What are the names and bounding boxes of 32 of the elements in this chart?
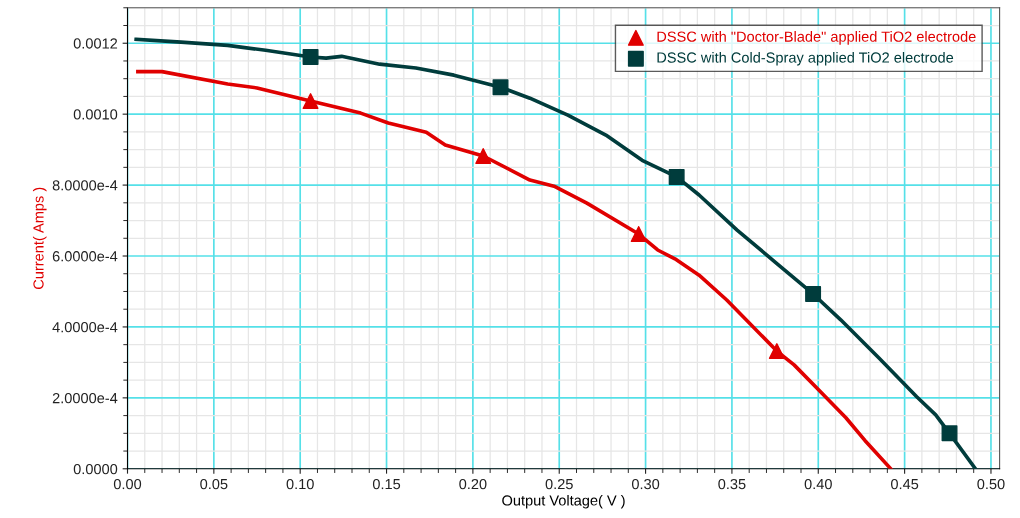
- x-tick-label: 0.40: [804, 478, 832, 490]
- legend-label: DSSC with Cold-Spray applied TiO2 electrode: [657, 51, 954, 66]
- x-tick-label: 0.20: [459, 478, 487, 490]
- y-tick-label: 0.0000: [73, 463, 118, 475]
- legend-label: DSSC with "Doctor-Blade" applied TiO2 electrode: [657, 31, 976, 45]
- x-tick-label: 0.35: [718, 478, 746, 490]
- x-axis-title: Output Voltage( V ): [502, 494, 625, 509]
- y-tick-label: 4.0000e-4: [52, 322, 118, 333]
- line-series: [136, 69, 893, 469]
- x-tick-label: 0.25: [545, 478, 573, 490]
- x-tick-label: 0.05: [200, 478, 228, 490]
- point: [302, 93, 319, 110]
- point: [492, 79, 509, 96]
- x-tick-label: 0.10: [286, 478, 314, 490]
- point: [668, 168, 685, 185]
- y-tick-label: 6.0000e-4: [52, 251, 118, 262]
- x-tick-label: 0.45: [891, 478, 919, 490]
- point: [805, 285, 822, 302]
- y-tick-label: 0.0010: [73, 109, 118, 120]
- y-tick-label: 2.0000e-4: [52, 392, 118, 404]
- x-tick-label: 0.50: [977, 478, 1005, 490]
- x-tick-label: 0.30: [631, 478, 660, 490]
- x-tick-label: 0.15: [372, 478, 401, 490]
- y-axis-title: Current( Amps ): [32, 187, 47, 289]
- point: [768, 343, 785, 360]
- y-tick-label: 8.0000e-4: [52, 180, 118, 191]
- point: [941, 425, 958, 442]
- y-tick-label: 0.0012: [73, 38, 118, 49]
- point: [630, 226, 647, 243]
- point: [475, 148, 492, 164]
- point: [302, 49, 319, 66]
- x-tick-label: 0.00: [113, 478, 142, 490]
